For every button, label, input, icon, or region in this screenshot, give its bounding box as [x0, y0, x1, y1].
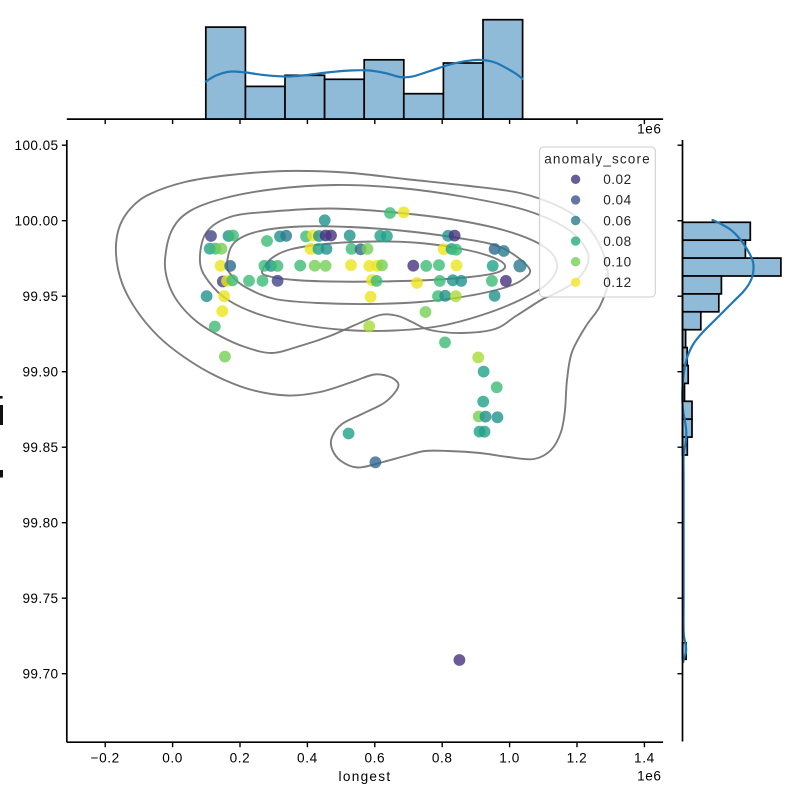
- svg-text:0.6: 0.6: [364, 751, 385, 766]
- svg-text:0.10: 0.10: [603, 255, 631, 270]
- svg-text:1e6: 1e6: [637, 769, 661, 784]
- svg-text:longest: longest: [339, 769, 392, 784]
- svg-text:99.70: 99.70: [22, 666, 58, 681]
- svg-text:99.85: 99.85: [22, 440, 58, 455]
- svg-text:99.90: 99.90: [22, 364, 58, 379]
- svg-text:0.02: 0.02: [603, 172, 631, 187]
- svg-text:0.2: 0.2: [230, 751, 251, 766]
- svg-text:99.80: 99.80: [22, 515, 58, 530]
- svg-text:0.08: 0.08: [603, 234, 631, 249]
- svg-text:0.06: 0.06: [603, 213, 631, 228]
- svg-text:0.8: 0.8: [432, 751, 453, 766]
- svg-text:99.75: 99.75: [22, 591, 58, 606]
- svg-text:1.0: 1.0: [499, 751, 520, 766]
- svg-text:−0.2: −0.2: [91, 751, 120, 766]
- svg-text:1.2: 1.2: [567, 751, 588, 766]
- svg-text:1.4: 1.4: [634, 751, 655, 766]
- svg-text:100.00: 100.00: [15, 213, 59, 228]
- svg-text:0.04: 0.04: [603, 193, 631, 208]
- svg-text:0.12: 0.12: [603, 275, 631, 290]
- svg-text:0.0: 0.0: [162, 751, 183, 766]
- svg-text:1e6: 1e6: [637, 122, 661, 137]
- svg-text:0.4: 0.4: [297, 751, 318, 766]
- svg-text:99.95: 99.95: [22, 289, 58, 304]
- svg-text:anomaly_score: anomaly_score: [544, 152, 650, 167]
- svg-text:100.05: 100.05: [15, 138, 59, 153]
